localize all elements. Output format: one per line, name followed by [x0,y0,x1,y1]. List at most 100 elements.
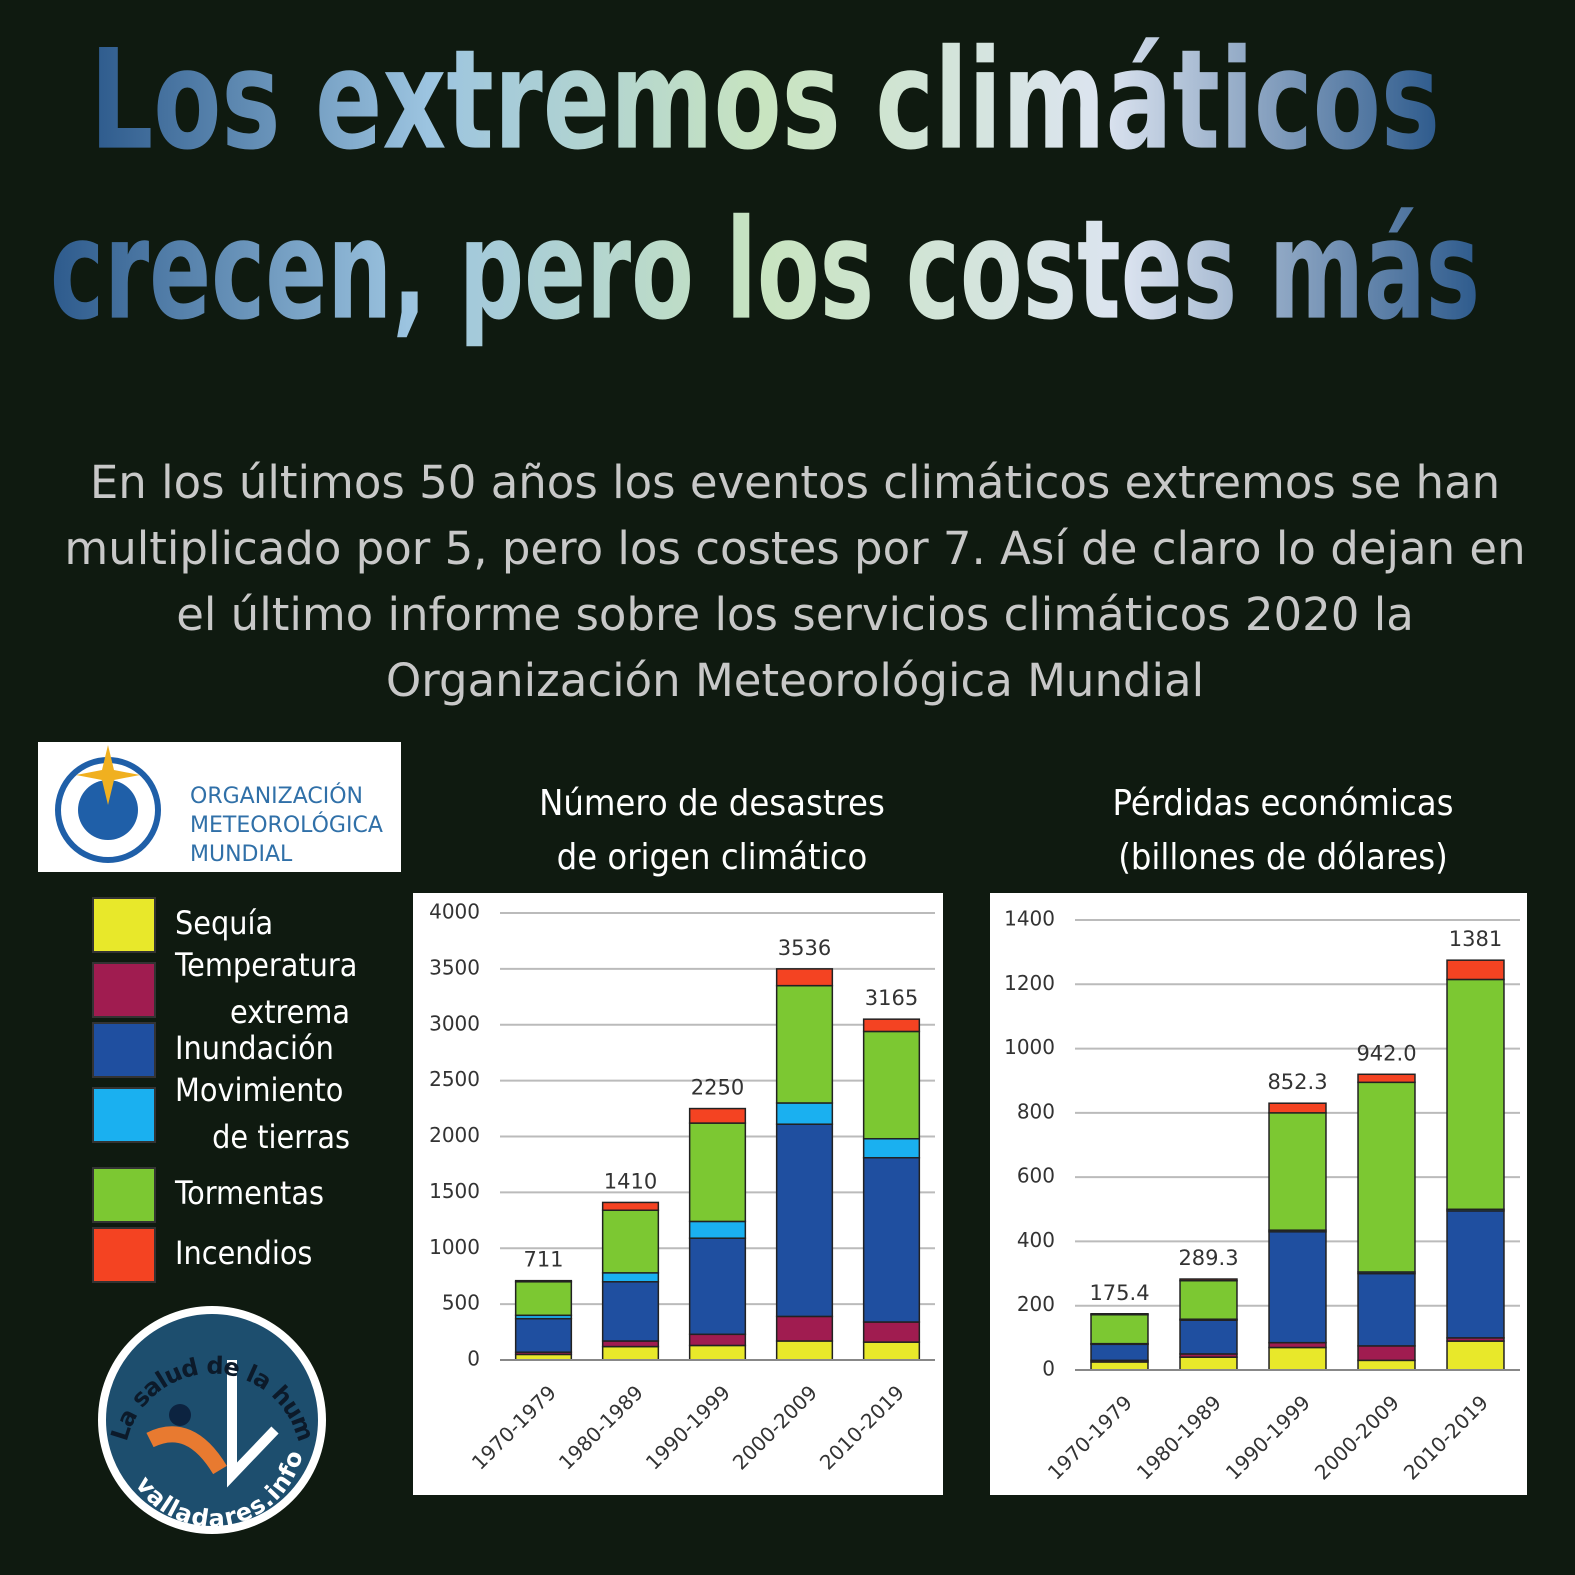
salud-arc [146,1426,227,1475]
bar-segment [862,1018,921,1033]
bar-segment [688,1344,747,1361]
bar-segment [514,1279,573,1283]
legend-swatch [92,1087,156,1143]
bar-segment [514,1317,573,1353]
bar-segment [1446,978,1505,1211]
y-tick-label: 200 [1017,1292,1055,1316]
total-label: 289.3 [1178,1246,1238,1270]
legend-label: Tormentas [174,1174,324,1212]
y-tick-label: 500 [442,1291,480,1315]
bar-segment [601,1340,660,1348]
bar-segment [601,1281,660,1342]
total-label: 2250 [691,1076,744,1100]
y-tick-label: 600 [1017,1164,1055,1188]
bar-segment [775,1123,834,1318]
bar-segment [775,968,834,987]
bar-segment [1268,1231,1327,1344]
y-tick-label: 0 [467,1347,480,1371]
bar-segment [1268,1346,1327,1371]
bar-segment [1179,1279,1238,1320]
bar-segment [1268,1102,1327,1114]
bar-segment [862,1156,921,1323]
bar-segment [688,1122,747,1223]
bar-segment [1357,1081,1416,1273]
y-tick-label: 1000 [429,1235,480,1259]
bar-segment [601,1201,660,1212]
bar-segment [1446,1340,1505,1371]
legend-label: Incendios [175,1234,312,1272]
bar-segment [688,1220,747,1239]
total-label: 175.4 [1089,1281,1149,1305]
bar-segment [862,1341,921,1361]
y-tick-label: 3000 [429,1011,480,1035]
y-tick-label: 2500 [429,1067,480,1091]
legend-swatch [92,897,156,953]
subtitle: En los últimos 50 años los eventos climá… [64,456,1526,707]
y-tick-label: 0 [1042,1357,1055,1381]
y-tick-label: 1400 [1004,907,1055,931]
total-label: 3536 [778,936,831,960]
bar-segment [688,1237,747,1336]
chart-title: de origen climático [557,837,868,878]
chart-title: Pérdidas económicas [1113,783,1454,824]
y-tick-label: 800 [1017,1099,1055,1123]
y-tick-label: 1500 [429,1179,480,1203]
legend-swatch [92,1167,156,1223]
chart-panel [990,893,1527,1495]
bar-segment [1179,1356,1238,1371]
bar-segment [775,1315,834,1342]
total-label: 711 [523,1248,563,1272]
y-tick-label: 1200 [1004,971,1055,995]
bar-segment [862,1321,921,1343]
y-tick-label: 1000 [1004,1035,1055,1059]
chart-panel [413,893,943,1495]
bar-segment [1090,1313,1149,1345]
legend-label: Movimiento de tierras [175,1071,350,1156]
title-line: Los extremos climáticos [90,20,1440,181]
salud-logo [98,1306,326,1534]
bar-segment [775,1340,834,1361]
legend-swatch [92,962,156,1018]
chart-title: (billones de dólares) [1118,837,1448,878]
bar-segment [1357,1359,1416,1371]
omm-text: MUNDIAL [190,842,293,867]
omm-globe [78,780,138,840]
bar-segment [601,1209,660,1274]
bar-segment [601,1345,660,1361]
legend-swatch [92,1022,156,1078]
legend-label: Temperatura extrema [174,946,357,1031]
bar-segment [1357,1073,1416,1084]
chart-title: Número de desastres [539,783,885,824]
bar-segment [688,1107,747,1124]
bar-segment [1090,1361,1149,1371]
bar-segment [514,1281,573,1317]
omm-star [76,745,140,805]
bar-segment [688,1333,747,1347]
omm-text: ORGANIZACIÓN [190,783,363,809]
legend-label: Inundación [175,1029,334,1067]
omm-text: METEOROLÓGICA [190,812,383,838]
bar-segment [601,1272,660,1283]
legend-label: Sequía [175,904,273,942]
total-label: 1381 [1449,927,1502,951]
bar-segment [1179,1319,1238,1355]
y-tick-label: 4000 [429,900,480,924]
title-line: crecen, pero los costes más [50,190,1480,351]
bar-segment [1446,959,1505,981]
y-tick-label: 400 [1017,1228,1055,1252]
bar-segment [1090,1313,1149,1316]
y-tick-label: 2000 [429,1123,480,1147]
total-label: 3165 [865,986,918,1010]
bar-segment [1268,1112,1327,1231]
salud-check [227,1360,279,1488]
bar-segment [862,1137,921,1159]
total-label: 942.0 [1356,1041,1416,1065]
bar-segment [1090,1343,1149,1362]
total-label: 1410 [604,1169,657,1193]
total-label: 852.3 [1267,1070,1327,1094]
bar-segment [775,984,834,1104]
bar-segment [1357,1272,1416,1347]
bar-segment [1179,1278,1238,1282]
